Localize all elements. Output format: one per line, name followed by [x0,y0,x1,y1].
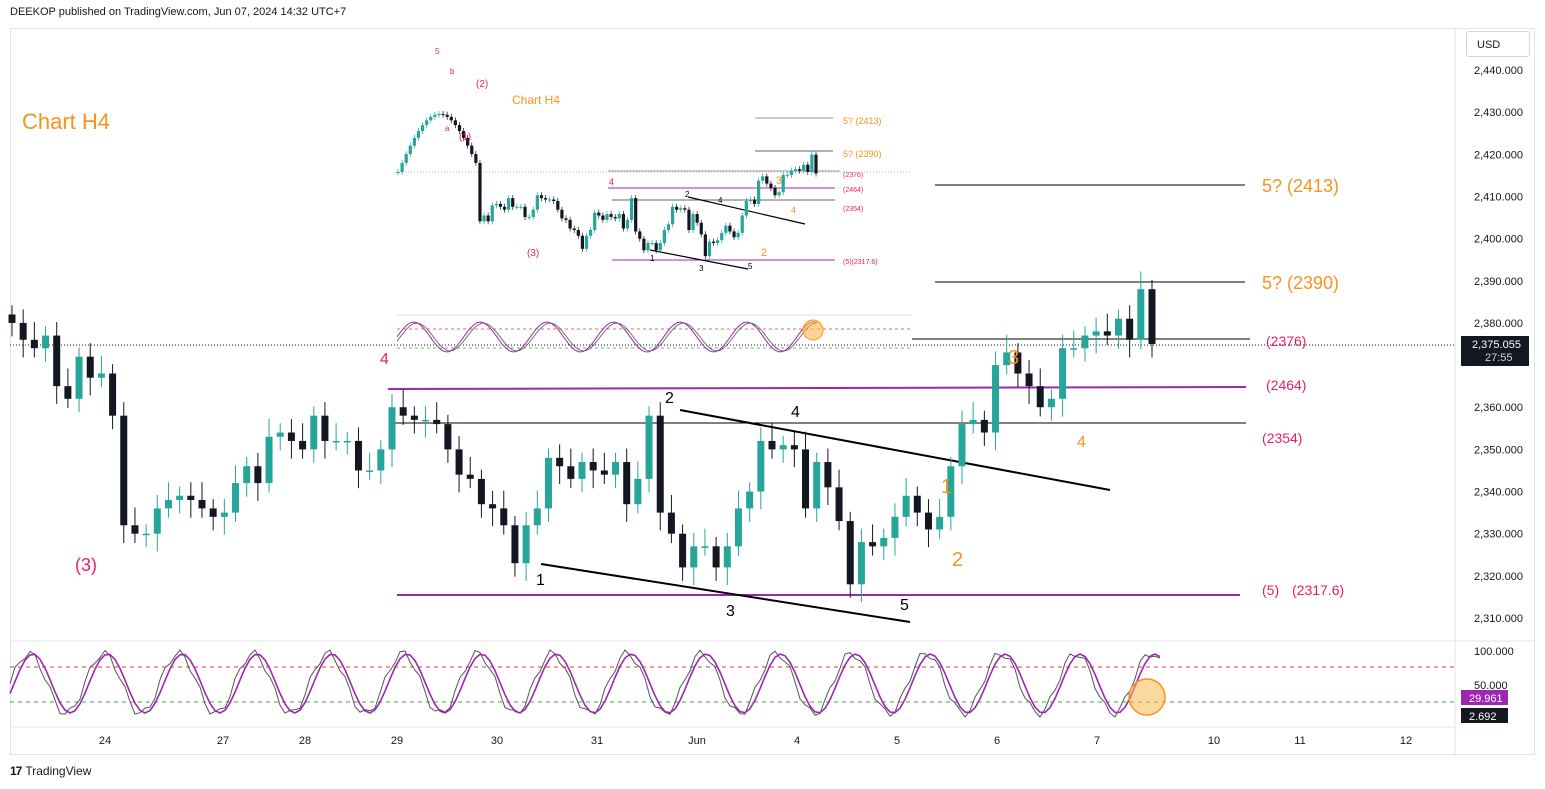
tradingview-logo-icon: 17 [10,764,22,778]
publish-info: DEEKOP published on TradingView.com, Jun… [10,6,347,18]
chart-frame[interactable] [10,28,1535,755]
brand-label: TradingView [25,764,92,778]
currency-button[interactable]: USD [1466,31,1530,57]
tradingview-brand[interactable]: 17 TradingView [10,764,91,778]
